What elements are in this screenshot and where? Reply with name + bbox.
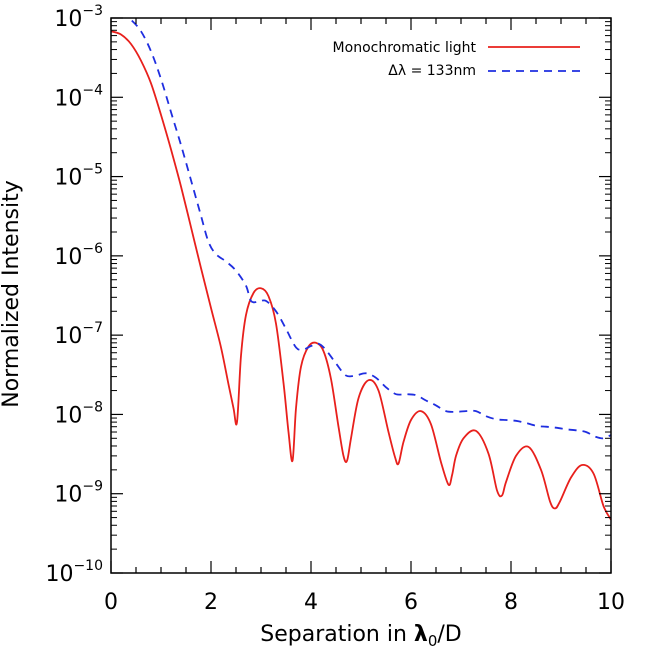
x-tick-label: 0 xyxy=(104,590,118,615)
x-tick-label: 2 xyxy=(204,590,218,615)
y-tick-label: 10−5 xyxy=(54,162,103,191)
x-axis-title-sub: 0 xyxy=(428,632,438,647)
tick-labels-layer: 0 2 4 6 8 10 10−10 10−9 10−8 10−7 10−6 10−5 10−4 10−3 xyxy=(45,3,625,615)
x-tick-label: 10 xyxy=(597,590,625,615)
x-axis-title-lambda: λ xyxy=(414,622,428,647)
y-tick-label: 10−9 xyxy=(54,479,103,508)
x-tick-label: 6 xyxy=(404,590,418,615)
curves-layer xyxy=(111,18,611,521)
legend: Monochromatic light Δλ = 133nm xyxy=(333,40,580,79)
x-tick-label: 8 xyxy=(504,590,518,615)
ticks-layer xyxy=(110,17,612,574)
y-tick-label: 10−8 xyxy=(54,399,103,428)
plot-frame xyxy=(110,17,612,574)
y-axis-title: Normalized Intensity xyxy=(0,180,24,408)
x-axis-title-tail: /D xyxy=(437,622,461,647)
y-tick-label: 10−4 xyxy=(54,82,103,111)
y-tick-label: 10−3 xyxy=(54,3,103,32)
series-line-broadband xyxy=(127,18,611,440)
x-axis-title: Separation in λ0/D xyxy=(260,622,461,647)
x-axis-title-main: Separation in xyxy=(260,622,414,647)
y-tick-label: 10−7 xyxy=(54,320,103,349)
series-line-monochromatic xyxy=(111,30,611,521)
y-tick-label: 10−10 xyxy=(45,558,103,587)
y-tick-label: 10−6 xyxy=(54,241,103,270)
legend-label: Δλ = 133nm xyxy=(388,63,476,79)
legend-label: Monochromatic light xyxy=(333,40,477,56)
x-tick-label: 4 xyxy=(304,590,318,615)
